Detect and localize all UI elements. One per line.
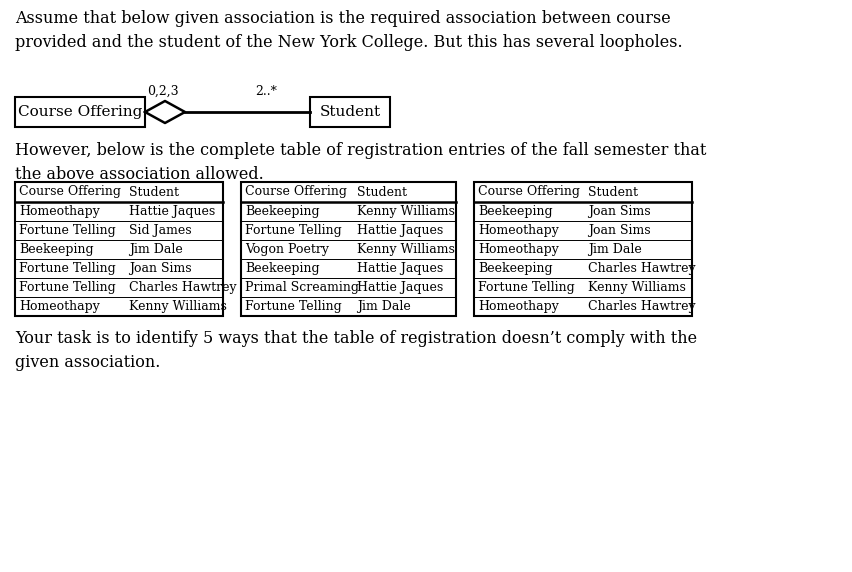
Text: Jim Dale: Jim Dale xyxy=(357,300,411,313)
Text: Beekeeping: Beekeeping xyxy=(245,205,320,218)
Text: Fortune Telling: Fortune Telling xyxy=(19,224,116,237)
Text: Homeothapy: Homeothapy xyxy=(19,205,100,218)
Text: Beekeeping: Beekeeping xyxy=(478,205,553,218)
Text: Student: Student xyxy=(357,185,407,198)
Text: Charles Hawtrey: Charles Hawtrey xyxy=(588,262,695,275)
Text: Joan Sims: Joan Sims xyxy=(588,224,651,237)
Text: 0,2,3: 0,2,3 xyxy=(147,85,179,98)
Text: Hattie Jaques: Hattie Jaques xyxy=(357,224,443,237)
Text: Charles Hawtrey: Charles Hawtrey xyxy=(129,281,237,294)
Text: Course Offering: Course Offering xyxy=(18,105,142,119)
Text: Homeothapy: Homeothapy xyxy=(478,300,559,313)
Text: Homeothapy: Homeothapy xyxy=(19,300,100,313)
Text: Course Offering: Course Offering xyxy=(245,185,347,198)
Text: Hattie Jaques: Hattie Jaques xyxy=(357,262,443,275)
Bar xyxy=(310,97,390,127)
Text: Primal Screaming: Primal Screaming xyxy=(245,281,359,294)
Text: Charles Hawtrey: Charles Hawtrey xyxy=(588,300,695,313)
Text: Kenny Williams: Kenny Williams xyxy=(357,243,455,256)
Text: Fortune Telling: Fortune Telling xyxy=(19,281,116,294)
Text: Jim Dale: Jim Dale xyxy=(129,243,182,256)
Text: Hattie Jaques: Hattie Jaques xyxy=(357,281,443,294)
Bar xyxy=(474,182,692,316)
Text: Jim Dale: Jim Dale xyxy=(588,243,642,256)
Text: Course Offering: Course Offering xyxy=(19,185,121,198)
Text: Kenny Williams: Kenny Williams xyxy=(357,205,455,218)
Text: Vogon Poetry: Vogon Poetry xyxy=(245,243,329,256)
Text: Fortune Telling: Fortune Telling xyxy=(245,300,342,313)
Text: However, below is the complete table of registration entries of the fall semeste: However, below is the complete table of … xyxy=(15,142,706,183)
Text: Student: Student xyxy=(320,105,381,119)
Text: Beekeeping: Beekeeping xyxy=(478,262,553,275)
Text: Kenny Williams: Kenny Williams xyxy=(129,300,227,313)
Text: Joan Sims: Joan Sims xyxy=(588,205,651,218)
Text: Your task is to identify 5 ways that the table of registration doesn’t comply wi: Your task is to identify 5 ways that the… xyxy=(15,330,697,371)
Text: Beekeeping: Beekeeping xyxy=(245,262,320,275)
Text: Sid James: Sid James xyxy=(129,224,192,237)
Text: Beekeeping: Beekeeping xyxy=(19,243,94,256)
Text: Fortune Telling: Fortune Telling xyxy=(245,224,342,237)
Text: Student: Student xyxy=(588,185,638,198)
Text: Student: Student xyxy=(129,185,179,198)
Text: Joan Sims: Joan Sims xyxy=(129,262,192,275)
Text: Hattie Jaques: Hattie Jaques xyxy=(129,205,216,218)
Text: Fortune Telling: Fortune Telling xyxy=(478,281,575,294)
Bar xyxy=(15,182,223,316)
Text: Kenny Williams: Kenny Williams xyxy=(588,281,686,294)
Polygon shape xyxy=(145,101,185,123)
Text: Course Offering: Course Offering xyxy=(478,185,580,198)
Text: 2..*: 2..* xyxy=(255,85,277,98)
Text: Homeothapy: Homeothapy xyxy=(478,224,559,237)
Bar xyxy=(15,97,145,127)
Bar xyxy=(241,182,456,316)
Text: Homeothapy: Homeothapy xyxy=(478,243,559,256)
Text: Fortune Telling: Fortune Telling xyxy=(19,262,116,275)
Text: Assume that below given association is the required association between course
p: Assume that below given association is t… xyxy=(15,10,682,51)
